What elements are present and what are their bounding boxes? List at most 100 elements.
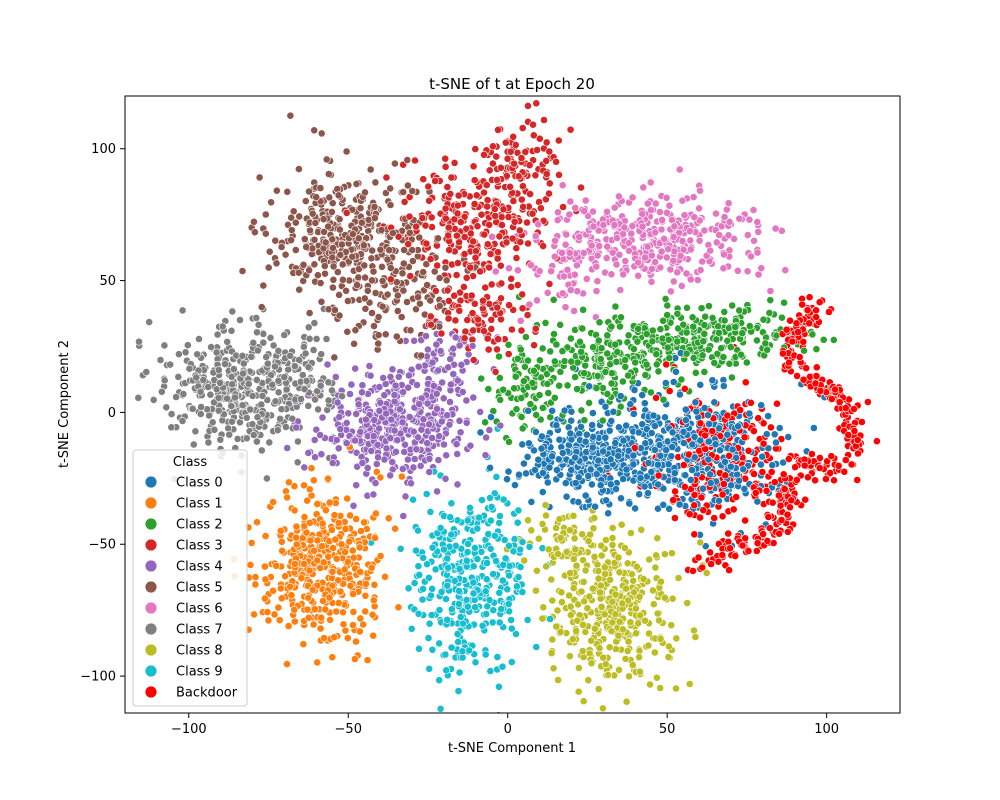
scatter-point [270,610,279,619]
scatter-point [704,437,713,446]
scatter-point [603,349,612,358]
scatter-point [515,470,523,479]
scatter-point [647,429,656,437]
scatter-point [305,518,314,527]
scatter-point [444,296,453,305]
scatter-point [341,525,350,533]
scatter-point [290,362,299,371]
scatter-point [388,229,397,237]
scatter-point [494,335,502,344]
scatter-point [414,609,423,618]
scatter-point [342,208,351,217]
scatter-point [708,427,717,435]
scatter-point [665,387,674,395]
scatter-point [486,667,495,675]
scatter-point [507,325,516,334]
scatter-point [545,189,553,198]
scatter-point [451,333,460,342]
scatter-point [384,514,393,523]
scatter-point [704,455,713,464]
scatter-point [586,465,595,474]
scatter-point [297,574,306,582]
scatter-point [304,448,313,457]
scatter-point [376,552,385,560]
scatter-point [428,584,437,593]
scatter-point [516,238,525,246]
scatter-point [603,389,612,398]
scatter-point [550,393,559,402]
scatter-point [435,432,444,441]
scatter-point [167,410,176,418]
scatter-point [287,591,296,600]
scatter-point [189,440,198,449]
scatter-point [759,419,768,428]
scatter-point [542,511,550,520]
scatter-point [628,193,637,202]
scatter-point [455,341,464,350]
scatter-point [414,362,423,371]
scatter-point [167,423,176,432]
scatter-point [631,358,640,367]
scatter-point [480,327,488,335]
scatter-point [585,398,593,407]
scatter-point [685,510,694,519]
scatter-point [469,393,478,402]
scatter-point [717,344,725,353]
scatter-point [676,251,685,260]
scatter-point [305,309,314,317]
scatter-point [454,600,463,608]
scatter-point [720,307,729,316]
scatter-point [391,381,400,390]
scatter-point [581,361,590,370]
scatter-point [688,313,697,322]
scatter-point [561,303,570,312]
scatter-point [355,627,364,636]
scatter-point [317,613,326,622]
scatter-point [252,313,261,322]
scatter-point [715,231,724,239]
scatter-point [548,596,557,605]
scatter-point [483,559,491,567]
scatter-point [518,124,527,133]
scatter-point [246,561,255,569]
scatter-point [527,261,535,270]
scatter-point [708,313,717,322]
scatter-point [710,358,719,367]
scatter-point [351,364,360,373]
scatter-point [695,236,704,245]
scatter-point [540,116,548,124]
scatter-point [725,217,734,226]
scatter-point [283,187,292,196]
scatter-point [534,534,543,543]
scatter-point [261,229,270,238]
scatter-point [530,366,538,375]
scatter-point [733,266,742,275]
scatter-point [400,447,409,456]
scatter-point [334,444,343,453]
scatter-point [216,435,225,444]
scatter-point [721,457,729,466]
scatter-point [603,207,611,216]
scatter-point [386,275,395,284]
scatter-point [594,456,603,465]
scatter-point [476,267,484,276]
scatter-point [710,398,719,407]
scatter-point [566,652,574,661]
scatter-point [753,336,761,345]
scatter-point [511,481,519,489]
scatter-point [471,247,480,256]
scatter-point [622,697,631,706]
scatter-point [452,231,461,240]
scatter-point [531,171,540,180]
scatter-point [361,273,369,282]
scatter-point [433,487,441,496]
scatter-point [311,219,320,227]
scatter-point [588,480,596,489]
scatter-point [427,213,436,222]
scatter-point [771,224,780,233]
scatter-point [751,455,760,464]
scatter-point [244,380,253,388]
scatter-point [720,480,728,488]
scatter-point [362,580,370,588]
scatter-point [495,588,504,597]
